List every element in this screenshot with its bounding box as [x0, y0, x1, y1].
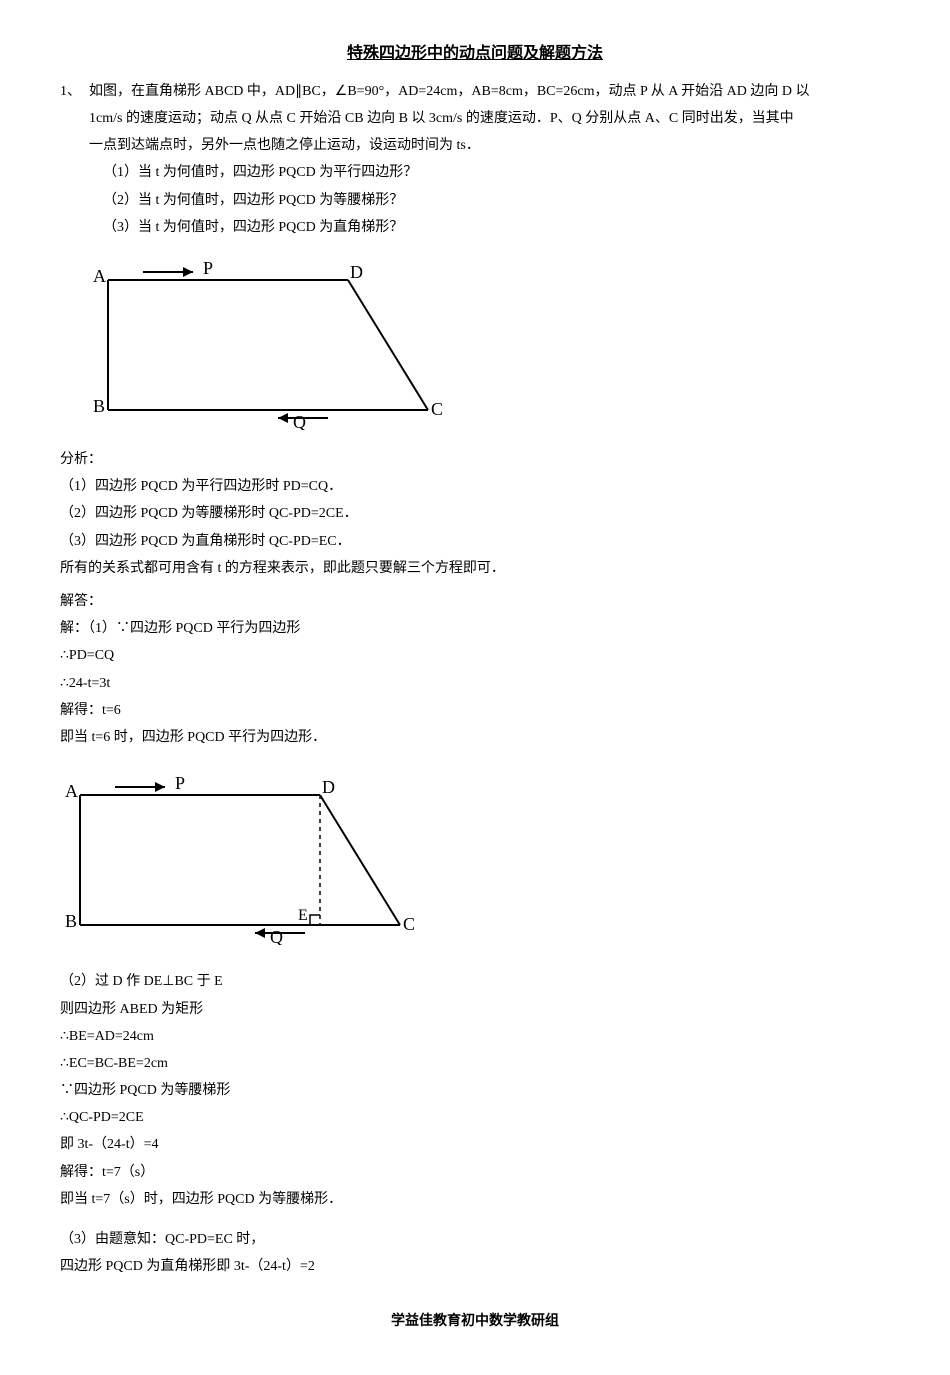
label-B: B: [93, 396, 105, 416]
label-C-2: C: [403, 914, 415, 934]
solution-2-6: ∴QC-PD=2CE: [60, 1105, 890, 1130]
analysis-2: （2）四边形 PQCD 为等腰梯形时 QC-PD=2CE．: [60, 501, 890, 526]
diagram-2: A P D B C E Q: [60, 765, 890, 954]
label-Q-2: Q: [270, 927, 283, 945]
solution-2-2: 则四边形 ABED 为矩形: [60, 997, 890, 1022]
solution-2-8: 解得：t=7（s）: [60, 1160, 890, 1185]
solution-1-2: ∴PD=CQ: [60, 643, 890, 668]
problem-block: 1、 如图，在直角梯形 ABCD 中，AD∥BC，∠B=90°，AD=24cm，…: [60, 79, 890, 242]
problem-stem-line2: 1cm/s 的速度运动；动点 Q 从点 C 开始沿 CB 边向 B 以 3cm/…: [89, 106, 890, 131]
diagram-1: A P D B C Q: [88, 250, 890, 439]
problem-stem-line1: 如图，在直角梯形 ABCD 中，AD∥BC，∠B=90°，AD=24cm，AB=…: [89, 79, 890, 104]
page-title: 特殊四边形中的动点问题及解题方法: [60, 40, 890, 69]
label-B-2: B: [65, 911, 77, 931]
solution-2-7: 即 3t-（24-t）=4: [60, 1132, 890, 1157]
solution-2-3: ∴BE=AD=24cm: [60, 1024, 890, 1049]
label-Q: Q: [293, 412, 306, 430]
problem-number: 1、: [60, 79, 81, 104]
solution-1-4: 解得：t=6: [60, 698, 890, 723]
label-A-2: A: [65, 781, 78, 801]
analysis-1: （1）四边形 PQCD 为平行四边形时 PD=CQ．: [60, 474, 890, 499]
question-1: （1）当 t 为何值时，四边形 PQCD 为平行四边形？: [89, 160, 890, 185]
label-P: P: [203, 258, 213, 278]
solution-1-1: 解：（1）∵四边形 PQCD 平行为四边形: [60, 616, 890, 641]
solution-2-4: ∴EC=BC-BE=2cm: [60, 1051, 890, 1076]
solution-3-2: 四边形 PQCD 为直角梯形即 3t-（24-t）=2: [60, 1254, 890, 1279]
problem-stem-line3: 一点到达端点时，另外一点也随之停止运动，设运动时间为 ts．: [89, 133, 890, 158]
problem-body: 如图，在直角梯形 ABCD 中，AD∥BC，∠B=90°，AD=24cm，AB=…: [89, 79, 890, 242]
analysis-note: 所有的关系式都可用含有 t 的方程来表示，即此题只要解三个方程即可．: [60, 556, 890, 581]
solution-1-5: 即当 t=6 时，四边形 PQCD 平行为四边形．: [60, 725, 890, 750]
analysis-3: （3）四边形 PQCD 为直角梯形时 QC-PD=EC．: [60, 529, 890, 554]
solution-2-5: ∵四边形 PQCD 为等腰梯形: [60, 1078, 890, 1103]
solution-1-3: ∴24-t=3t: [60, 671, 890, 696]
solution-3-1: （3）由题意知：QC-PD=EC 时，: [60, 1227, 890, 1252]
label-D: D: [350, 262, 363, 282]
solution-2-1: （2）过 D 作 DE⊥BC 于 E: [60, 969, 890, 994]
label-E: E: [298, 907, 308, 924]
label-C: C: [431, 399, 443, 419]
page-footer: 学益佳教育初中数学教研组: [60, 1309, 890, 1334]
solution-2-9: 即当 t=7（s）时，四边形 PQCD 为等腰梯形．: [60, 1187, 890, 1212]
analysis-label: 分析：: [60, 447, 890, 472]
label-A: A: [93, 266, 106, 286]
label-P-2: P: [175, 773, 185, 793]
question-3: （3）当 t 为何值时，四边形 PQCD 为直角梯形？: [89, 215, 890, 240]
question-2: （2）当 t 为何值时，四边形 PQCD 为等腰梯形？: [89, 188, 890, 213]
label-D-2: D: [322, 777, 335, 797]
solution-label: 解答：: [60, 589, 890, 614]
